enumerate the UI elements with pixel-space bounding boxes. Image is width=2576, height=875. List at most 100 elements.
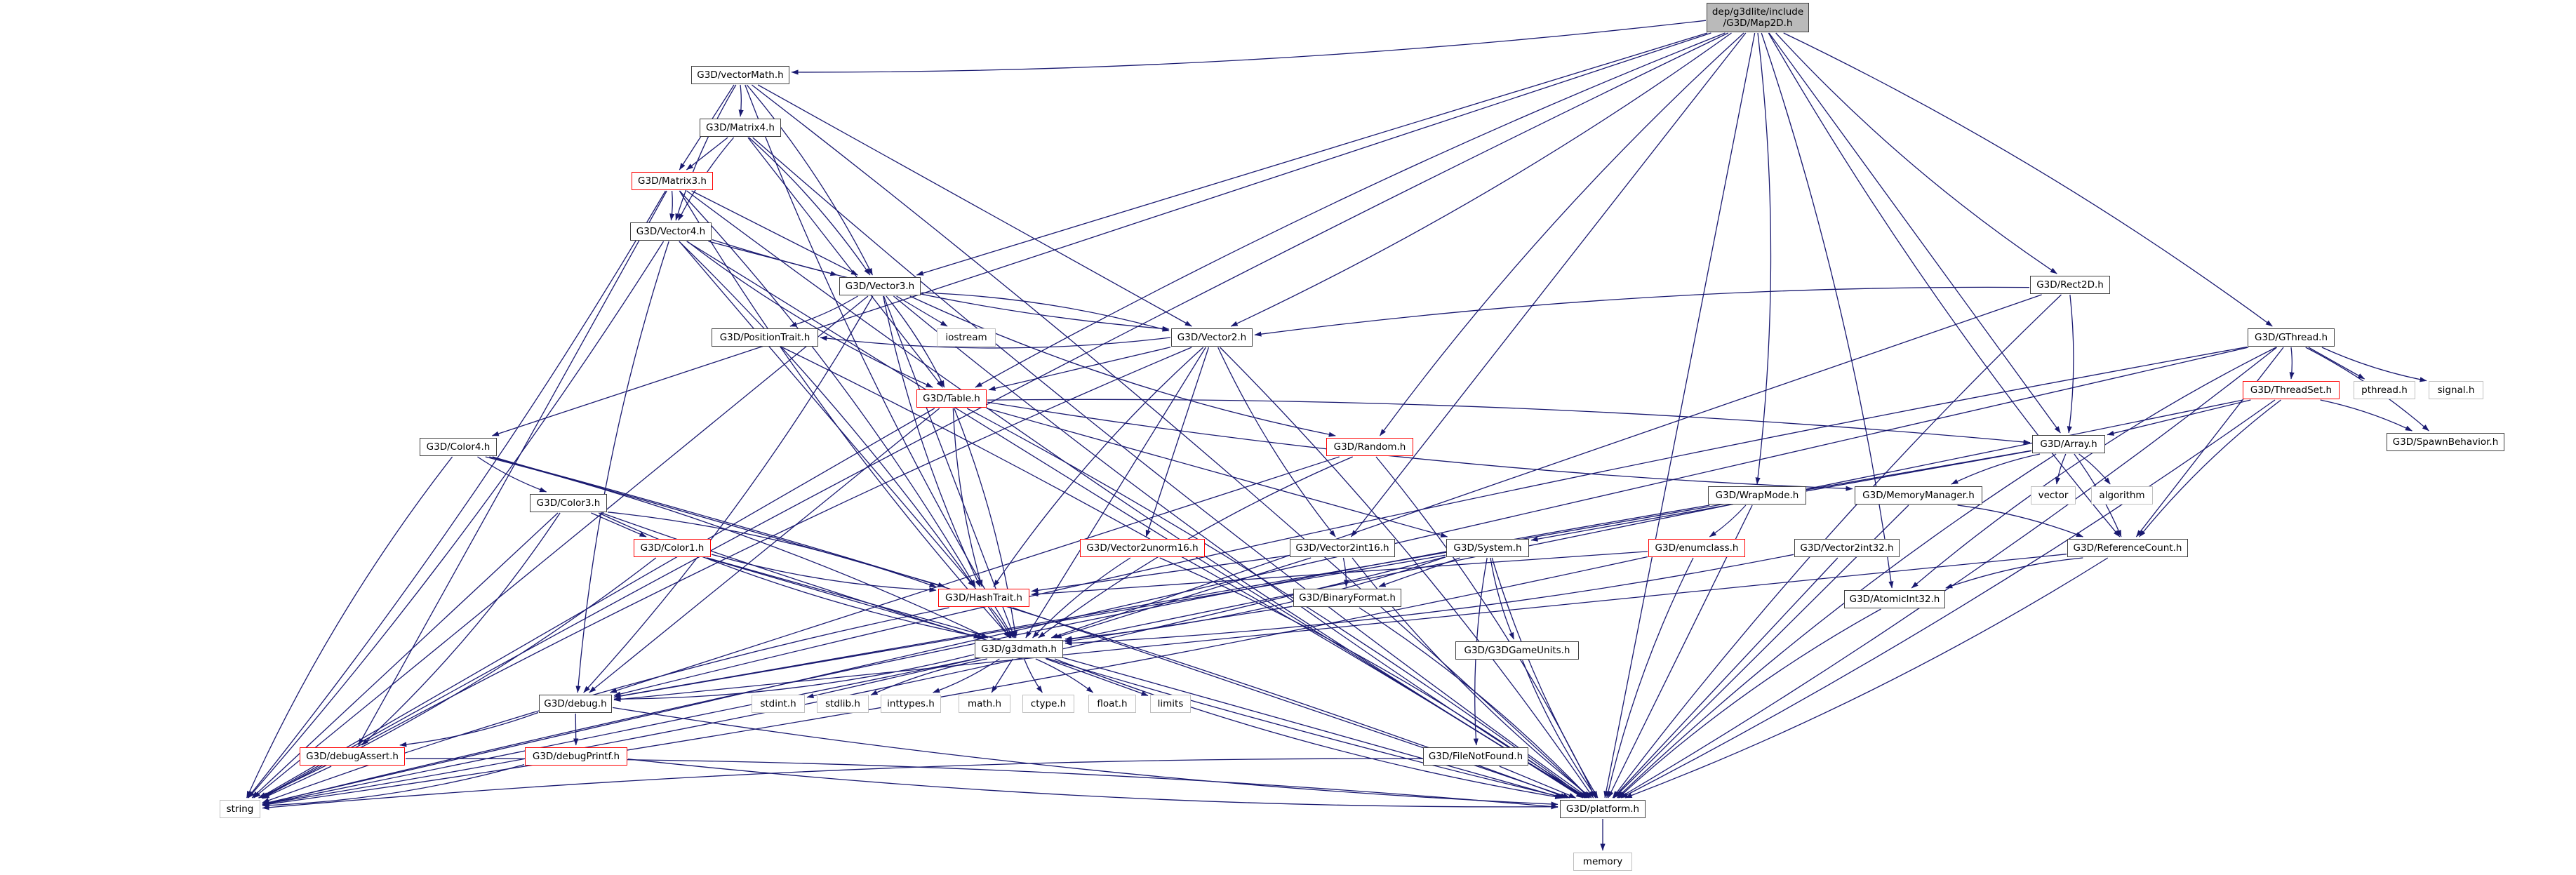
include-edge-vector4-to-g3dmath xyxy=(679,241,1010,639)
graph-node-debugprintf[interactable]: G3D/debugPrintf.h xyxy=(525,747,627,766)
include-edge-enumclass-to-stringstd xyxy=(262,556,1648,807)
include-edge-vector3-to-table xyxy=(886,295,945,388)
include-edge-color4-to-g3dmath xyxy=(485,456,989,639)
graph-node-vector4[interactable]: G3D/Vector4.h xyxy=(630,222,712,241)
include-edge-threadset-to-referencecount xyxy=(2139,399,2281,537)
graph-node-map2d[interactable]: dep/g3dlite/include /G3D/Map2D.h xyxy=(1707,3,1809,32)
graph-node-vector2int32[interactable]: G3D/Vector2int32.h xyxy=(1794,539,1900,557)
graph-node-stdint[interactable]: stdint.h xyxy=(752,695,805,713)
include-edge-matrix3-to-debugassert xyxy=(358,190,667,746)
include-edge-gthread-to-atomicint32 xyxy=(1911,347,2277,589)
graph-node-debugassert[interactable]: G3D/debugAssert.h xyxy=(300,747,405,766)
include-edge-hashtrait-to-stringstd xyxy=(262,607,949,803)
include-edge-vectormath-to-vector4 xyxy=(675,84,737,221)
graph-node-wrapmode[interactable]: G3D/WrapMode.h xyxy=(1708,486,1806,505)
graph-node-algorithm[interactable]: algorithm xyxy=(2091,486,2153,505)
graph-node-iostream[interactable]: iostream xyxy=(937,328,996,347)
graph-node-enumclass[interactable]: G3D/enumclass.h xyxy=(1648,539,1745,557)
include-edge-color1-to-hashtrait xyxy=(711,554,937,593)
include-edge-vector3-to-platform xyxy=(893,295,1588,799)
graph-node-table[interactable]: G3D/Table.h xyxy=(916,389,987,408)
graph-node-memorymanager[interactable]: G3D/MemoryManager.h xyxy=(1855,486,1982,505)
include-edge-array-to-memorymanager xyxy=(1951,453,2041,485)
graph-node-vector3[interactable]: G3D/Vector3.h xyxy=(839,277,921,295)
include-edge-vector2int32-to-g3dmath xyxy=(1065,554,1794,646)
graph-node-ctype[interactable]: ctype.h xyxy=(1022,695,1074,713)
graph-node-signal[interactable]: signal.h xyxy=(2429,381,2483,399)
graph-node-filenotfound[interactable]: G3D/FileNotFound.h xyxy=(1423,747,1528,766)
include-edge-color3-to-debugassert xyxy=(361,512,561,746)
include-edge-vector2-to-g3dmath xyxy=(1025,347,1206,639)
include-edge-vector2-to-hashtrait xyxy=(993,347,1204,587)
graph-node-memory[interactable]: memory xyxy=(1573,853,1632,871)
include-edge-debug-to-debugprintf xyxy=(573,713,579,746)
graph-node-spawnbehavior[interactable]: G3D/SpawnBehavior.h xyxy=(2387,433,2504,451)
include-edge-color1-to-g3dmath xyxy=(705,557,981,639)
include-edge-wrapmode-to-enumclass xyxy=(1709,505,1747,537)
graph-node-color4[interactable]: G3D/Color4.h xyxy=(420,438,497,456)
graph-node-vector2int16[interactable]: G3D/Vector2int16.h xyxy=(1290,539,1395,557)
include-edge-vector3-to-random xyxy=(909,295,1336,437)
include-edge-hashtrait-to-g3dmath xyxy=(990,607,1012,639)
graph-node-color1[interactable]: G3D/Color1.h xyxy=(634,539,711,557)
graph-node-positiontrait[interactable]: G3D/PositionTrait.h xyxy=(712,328,818,347)
include-edge-map2d-to-wrapmode xyxy=(1755,32,1772,485)
include-edge-vector4-to-stringstd xyxy=(248,241,665,799)
graph-node-pthread[interactable]: pthread.h xyxy=(2354,381,2415,399)
graph-node-referencecount[interactable]: G3D/ReferenceCount.h xyxy=(2067,539,2188,557)
include-edge-rect2d-to-vector2 xyxy=(1254,286,2030,337)
include-edge-map2d-to-vector3 xyxy=(916,32,1708,276)
include-edge-filenotfound-to-stringstd xyxy=(262,758,1423,810)
include-edge-debugassert-to-stringstd xyxy=(262,766,332,799)
include-edge-threadset-to-array xyxy=(2107,399,2251,436)
graph-node-hashtrait[interactable]: G3D/HashTrait.h xyxy=(938,589,1029,607)
include-edge-matrix4-to-vector3 xyxy=(748,137,871,276)
include-edge-g3dmath-to-limits xyxy=(1046,658,1149,697)
graph-node-binaryformat[interactable]: G3D/BinaryFormat.h xyxy=(1293,589,1401,607)
include-edge-g3dmath-to-floath xyxy=(1035,658,1094,693)
include-edge-table-to-array xyxy=(987,399,2031,445)
include-edge-random-to-g3dmath xyxy=(1038,456,1353,639)
include-edge-vector4-to-table xyxy=(687,241,933,388)
include-edge-map2d-to-vector2 xyxy=(1230,32,1732,327)
graph-node-atomicint32[interactable]: G3D/AtomicInt32.h xyxy=(1844,590,1945,608)
graph-node-stdlib[interactable]: stdlib.h xyxy=(817,695,869,713)
include-edge-vector2-to-table xyxy=(988,347,1171,391)
graph-node-vector2[interactable]: G3D/Vector2.h xyxy=(1171,328,1253,347)
include-edge-matrix3-to-vector3 xyxy=(691,190,858,276)
graph-node-inttypes[interactable]: inttypes.h xyxy=(881,695,941,713)
graph-node-g3dmath[interactable]: G3D/g3dmath.h xyxy=(975,640,1063,658)
graph-node-g3dgameunits[interactable]: G3D/G3DGameUnits.h xyxy=(1455,641,1579,660)
include-edge-map2d-to-array xyxy=(1768,32,2061,434)
graph-node-vectorstd[interactable]: vector xyxy=(2031,486,2076,505)
include-edge-random-to-debug xyxy=(610,456,1340,693)
graph-node-vector2unorm16[interactable]: G3D/Vector2unorm16.h xyxy=(1080,539,1205,557)
include-edge-map2d-to-rect2d xyxy=(1775,32,2057,274)
include-edge-threadset-to-spawnbehavior xyxy=(2320,399,2413,432)
graph-node-gthread[interactable]: G3D/GThread.h xyxy=(2248,328,2335,347)
include-edge-vector2-to-platform xyxy=(1220,347,1594,799)
include-edge-vector2unorm16-to-g3dmath xyxy=(1032,557,1131,639)
graph-node-color3[interactable]: G3D/Color3.h xyxy=(530,494,607,512)
graph-node-limits[interactable]: limits xyxy=(1150,695,1191,713)
include-edge-map2d-to-vector2int16 xyxy=(1350,32,1747,537)
graph-node-math[interactable]: math.h xyxy=(959,695,1010,713)
graph-node-vectormath[interactable]: G3D/vectorMath.h xyxy=(691,66,789,84)
graph-node-debug[interactable]: G3D/debug.h xyxy=(539,695,612,713)
include-edge-system-to-platform xyxy=(1491,557,1599,799)
include-edge-matrix4-to-table xyxy=(747,137,944,388)
graph-node-floath[interactable]: float.h xyxy=(1088,695,1136,713)
graph-node-threadset[interactable]: G3D/ThreadSet.h xyxy=(2243,381,2340,399)
graph-node-array[interactable]: G3D/Array.h xyxy=(2032,435,2105,453)
include-edge-table-to-memorymanager xyxy=(987,401,1853,491)
graph-node-rect2d[interactable]: G3D/Rect2D.h xyxy=(2030,276,2110,294)
graph-node-platform[interactable]: G3D/platform.h xyxy=(1560,800,1646,818)
graph-node-matrix4[interactable]: G3D/Matrix4.h xyxy=(700,119,781,137)
include-edge-debugprintf-to-platform xyxy=(627,759,1559,810)
include-edge-vector2int16-to-g3dmath xyxy=(1054,557,1312,639)
graph-node-system[interactable]: G3D/System.h xyxy=(1446,539,1529,557)
graph-node-random[interactable]: G3D/Random.h xyxy=(1326,438,1413,456)
include-edge-rect2d-to-g3dmath xyxy=(1050,294,2042,639)
graph-node-stringstd[interactable]: string xyxy=(220,800,260,818)
graph-node-matrix3[interactable]: G3D/Matrix3.h xyxy=(632,172,713,190)
